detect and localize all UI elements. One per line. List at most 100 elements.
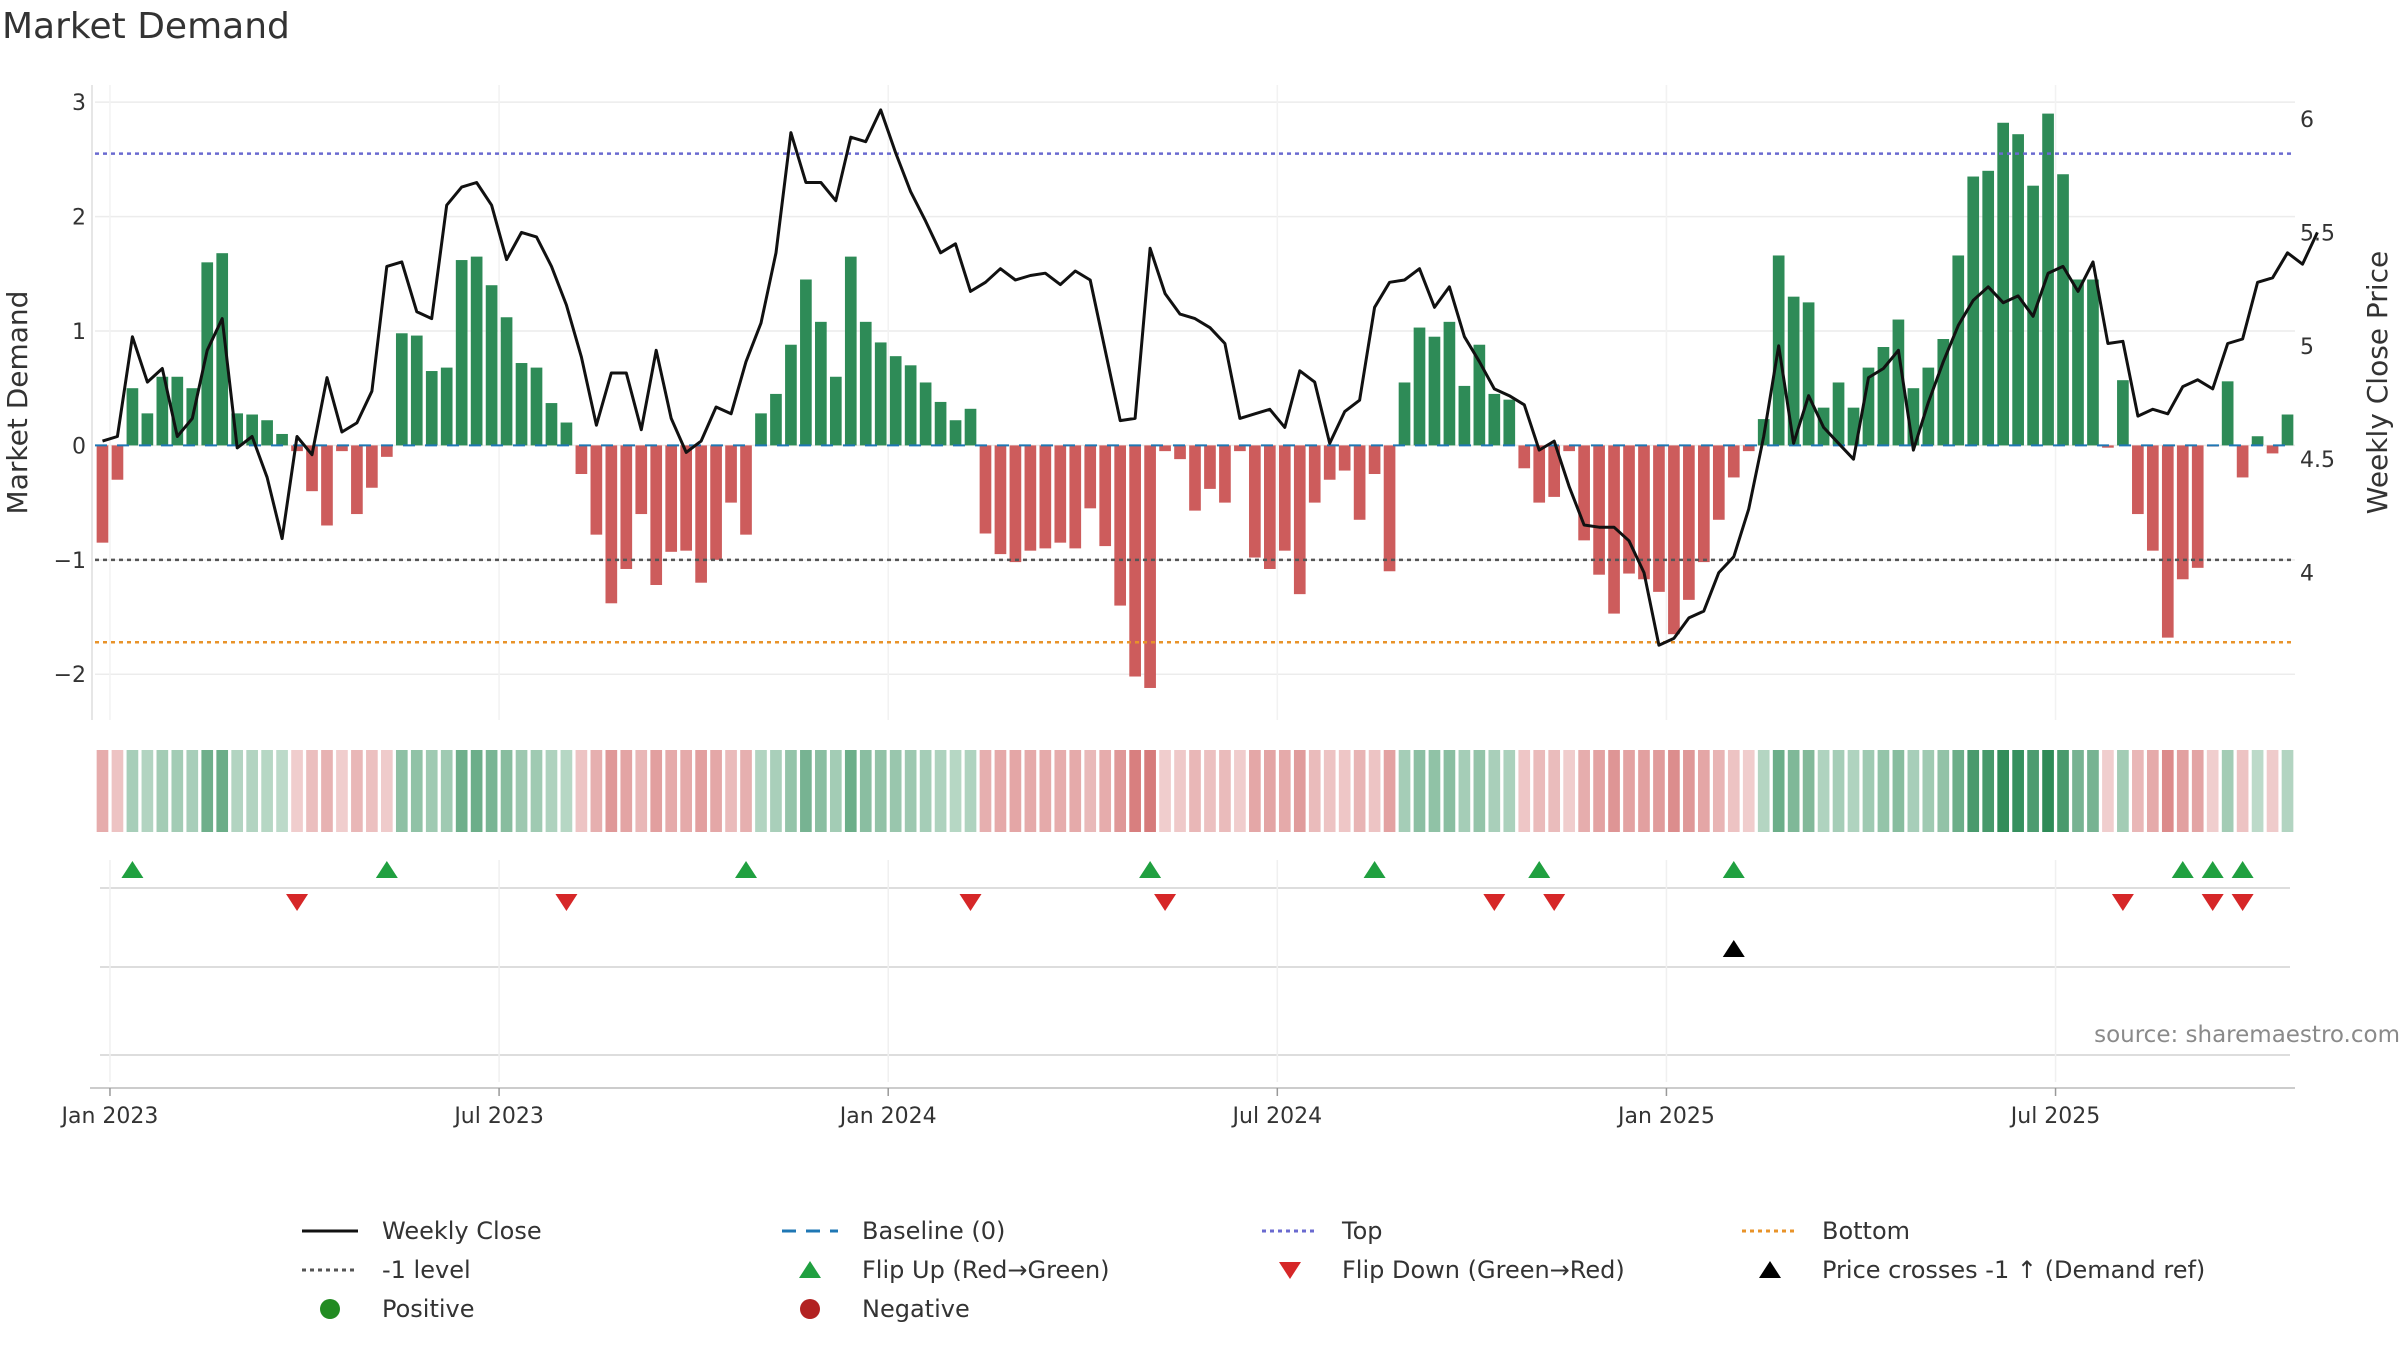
demand-bar xyxy=(949,420,962,446)
y2-axis-title: Weekly Close Price xyxy=(2361,251,2394,514)
heat-cell xyxy=(2221,750,2234,832)
demand-bar xyxy=(381,445,393,457)
heat-cell xyxy=(1967,750,1980,832)
heat-cell xyxy=(755,750,767,832)
y-tick-label: −2 xyxy=(54,663,86,688)
legend-symbol-icon xyxy=(1279,1262,1301,1279)
legend-item: Weekly Close xyxy=(300,1215,780,1246)
heat-cell xyxy=(1608,750,1620,832)
demand-bar xyxy=(1623,445,1635,574)
heat-cell xyxy=(1129,750,1141,832)
demand-bar xyxy=(1937,339,1950,446)
heat-cell xyxy=(1234,750,1246,832)
demand-bar xyxy=(1338,445,1351,471)
legend-label: Top xyxy=(1342,1216,1383,1245)
heat-cell xyxy=(665,750,678,832)
heat-cell xyxy=(351,750,363,832)
flip-up-marker xyxy=(1363,861,1386,878)
heat-cell xyxy=(1503,750,1516,832)
demand-bar xyxy=(1712,445,1725,520)
heat-cell xyxy=(2057,750,2069,832)
heat-cell xyxy=(605,750,618,832)
demand-bar xyxy=(964,408,977,446)
heat-cell xyxy=(904,750,917,832)
x-tick-label: Jan 2024 xyxy=(838,1104,937,1129)
y2-tick-label: 4 xyxy=(2300,562,2314,587)
heat-cell xyxy=(844,750,857,832)
legend-label: Flip Up (Red→Green) xyxy=(862,1255,1110,1284)
flip-down-marker xyxy=(2201,894,2224,911)
demand-bar xyxy=(889,356,902,446)
heat-cell xyxy=(1219,750,1231,832)
heat-cell xyxy=(1937,750,1950,832)
flip-up-marker xyxy=(1528,861,1551,878)
demand-bar xyxy=(1219,445,1231,503)
heat-cell xyxy=(710,750,722,832)
demand-bar xyxy=(829,376,842,446)
demand-bar xyxy=(800,279,812,446)
legend-symbol-icon xyxy=(320,1299,340,1319)
heat-cell xyxy=(1518,750,1531,832)
flip-up-marker xyxy=(375,861,398,878)
heat-cell xyxy=(1323,750,1336,832)
flip-down-marker xyxy=(2111,894,2134,911)
heat-cell xyxy=(560,750,573,832)
heat-cell xyxy=(276,750,288,832)
heat-cell xyxy=(1443,750,1456,832)
x-tick-label: Jul 2024 xyxy=(1231,1104,1323,1129)
heat-cell xyxy=(1653,750,1665,832)
heat-cell xyxy=(1069,750,1082,832)
heat-cell xyxy=(321,750,333,832)
demand-bar xyxy=(710,445,722,560)
heat-cell xyxy=(2117,750,2129,832)
legend-label: Weekly Close xyxy=(382,1216,542,1245)
heat-cell xyxy=(1458,750,1471,832)
heat-cell xyxy=(1578,750,1590,832)
heat-cell xyxy=(1668,750,1680,832)
heat-cell xyxy=(1907,750,1920,832)
flip-up-marker xyxy=(735,861,758,878)
demand-bar xyxy=(1234,445,1246,452)
heat-cell xyxy=(1263,750,1276,832)
demand-bar xyxy=(96,445,109,543)
heat-cell xyxy=(1772,750,1785,832)
heat-cell xyxy=(2027,750,2039,832)
heat-cell xyxy=(1159,750,1171,832)
heat-cell xyxy=(635,750,648,832)
demand-bar xyxy=(919,382,932,446)
demand-bar xyxy=(2102,445,2114,448)
heat-cell xyxy=(470,750,483,832)
demand-bar xyxy=(1742,445,1755,452)
demand-bar xyxy=(1039,445,1052,549)
heat-cell xyxy=(1952,750,1965,832)
demand-bar xyxy=(904,365,917,446)
flip-up-marker xyxy=(2231,861,2254,878)
market-demand-chart: 3 2 1 0 −1 −2 6 5.5 5 4.5 4 Market Demand Weekly Clo… xyxy=(1,85,2394,1129)
demand-bar xyxy=(695,445,707,583)
heat-cell xyxy=(1473,750,1486,832)
flip-down-marker xyxy=(1543,894,1566,911)
legend-symbol-icon xyxy=(302,1268,358,1272)
demand-bar xyxy=(979,445,992,534)
heat-cell xyxy=(2102,750,2114,832)
y2-tick-label: 6 xyxy=(2300,108,2314,133)
legend-item: Baseline (0) xyxy=(780,1215,1260,1246)
demand-bar xyxy=(1997,122,2009,446)
demand-bar xyxy=(216,253,229,446)
demand-bar xyxy=(844,256,857,446)
legend-label: Flip Down (Green→Red) xyxy=(1342,1255,1625,1284)
heat-cell xyxy=(156,750,169,832)
heat-cell xyxy=(740,750,752,832)
heat-cell xyxy=(1293,750,1306,832)
heat-cell xyxy=(1383,750,1396,832)
heat-cell xyxy=(1488,750,1501,832)
demand-bar xyxy=(2281,414,2294,446)
heat-cell xyxy=(395,750,408,832)
heat-cell xyxy=(1278,750,1291,832)
heat-cell xyxy=(1308,750,1321,832)
heat-cell xyxy=(171,750,184,832)
heat-cell xyxy=(1368,750,1381,832)
demand-bar xyxy=(2236,445,2249,478)
demand-bar xyxy=(2191,445,2204,568)
demand-bar xyxy=(485,285,498,446)
